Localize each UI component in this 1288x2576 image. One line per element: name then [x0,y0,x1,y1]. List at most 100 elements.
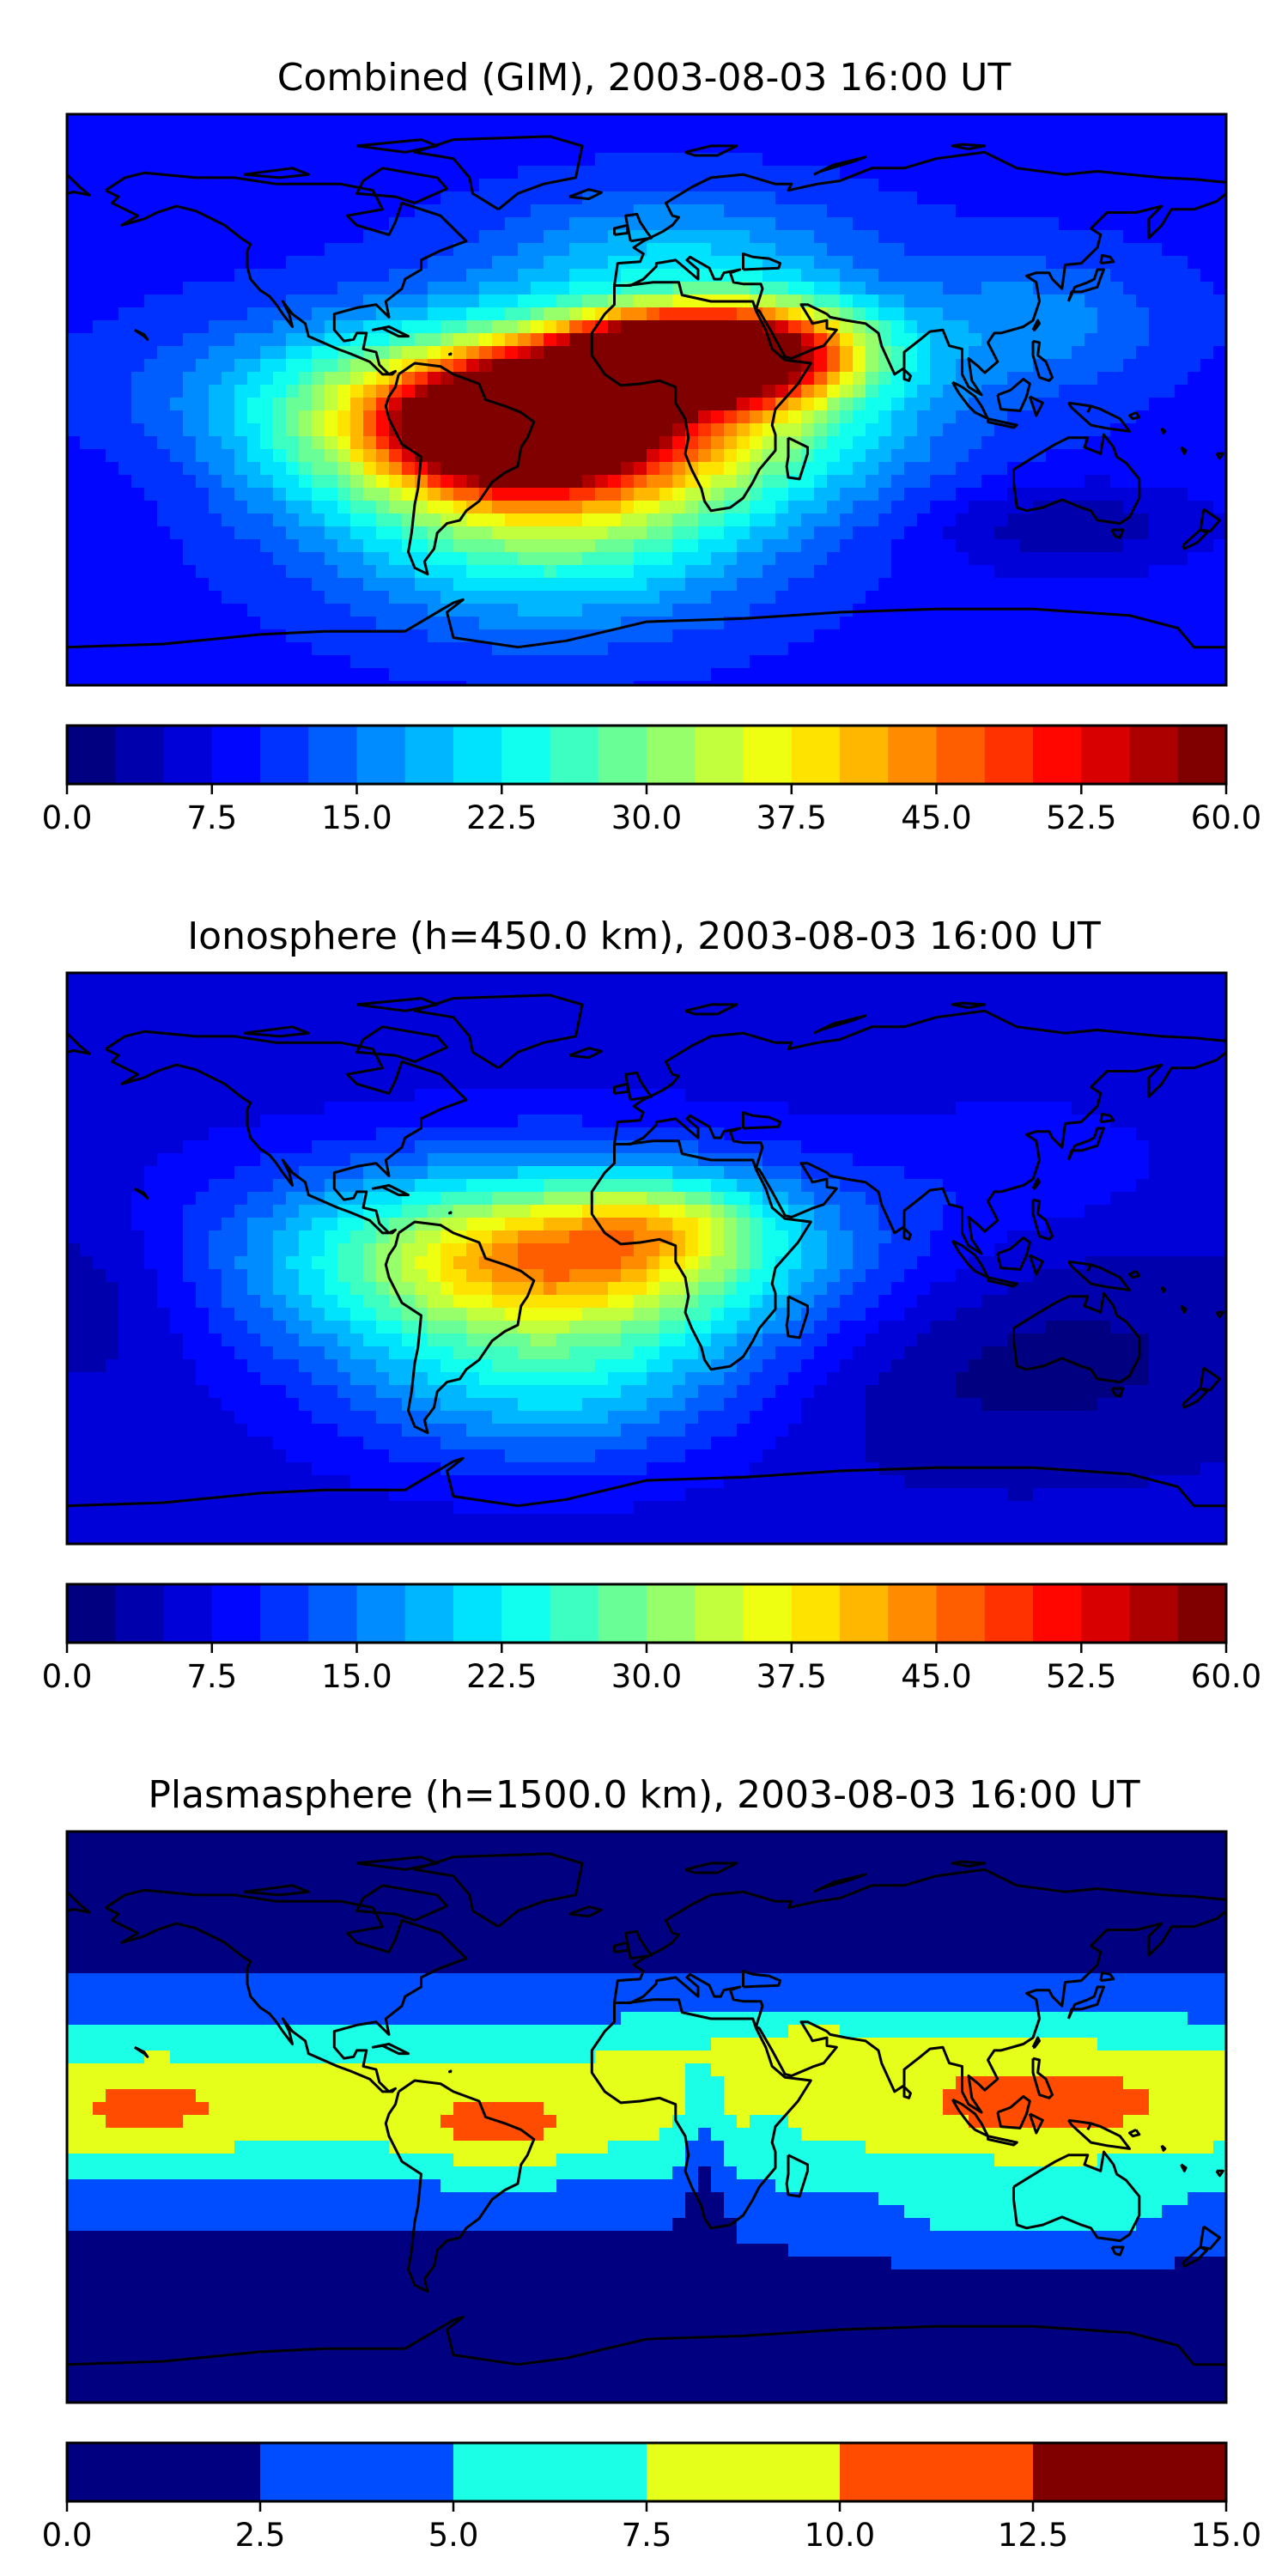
heatmap-cell [595,1012,609,1025]
heatmap-cell [247,295,261,308]
heatmap-cell [582,462,596,476]
heatmap-cell [440,986,454,999]
heatmap-cell [943,1063,957,1077]
heatmap-cell [891,986,905,999]
heatmap-cell [518,501,532,514]
heatmap-cell [750,591,763,605]
heatmap-cell [337,655,351,669]
heatmap-cell [247,398,261,411]
heatmap-cell [698,320,712,334]
heatmap-cell [106,565,119,579]
heatmap-cell [1110,153,1124,167]
heatmap-cell [1149,320,1163,334]
heatmap-cell [389,475,403,489]
heatmap-cell [621,565,635,579]
heatmap-cell [866,475,879,489]
heatmap-cell [234,436,248,450]
heatmap-cell [659,410,673,424]
heatmap-cell [299,552,313,566]
heatmap-cell [466,1076,480,1090]
heatmap-cell [144,591,158,605]
heatmap-cell [222,986,235,999]
heatmap-cell [157,372,171,386]
heatmap-cell [711,578,725,592]
heatmap-cell [260,462,274,476]
heatmap-cell [801,999,815,1012]
heatmap-cell [531,140,544,154]
heatmap-cell [1136,552,1150,566]
heatmap-cell [157,307,171,321]
heatmap-cell [1059,655,1072,669]
heatmap-cell [827,565,841,579]
heatmap-cell [492,578,506,592]
heatmap-cell [453,114,467,128]
heatmap-cell [1110,243,1124,257]
heatmap-cell [505,217,519,231]
heatmap-cell [325,986,338,999]
heatmap-cell [569,204,583,218]
heatmap-cell [492,307,506,321]
heatmap-cell [209,269,222,283]
heatmap-cell [1046,410,1060,424]
heatmap-cell [891,333,905,347]
heatmap-cell [80,604,94,617]
heatmap-cell [801,1012,815,1025]
heatmap-cell [106,217,119,231]
heatmap-cell [260,436,274,450]
heatmap-cell [492,617,506,630]
heatmap-cell [647,565,660,579]
heatmap-cell [647,999,660,1012]
heatmap-cell [1097,501,1111,514]
heatmap-cell [595,552,609,566]
heatmap-cell [428,513,441,527]
heatmap-cell [337,999,351,1012]
heatmap-cell [544,642,557,656]
heatmap-cell [260,681,274,685]
heatmap-cell [672,986,686,999]
heatmap-cell [724,204,738,218]
heatmap-cell [299,191,313,205]
heatmap-cell [209,127,222,141]
colorbar-band [888,726,937,784]
heatmap-cell [930,179,944,192]
heatmap-cell [840,385,854,398]
heatmap-cell [840,565,854,579]
heatmap-cell [131,973,145,987]
heatmap-cell [299,475,313,489]
heatmap-cell [80,333,94,347]
heatmap-cell [479,140,493,154]
heatmap-cell [157,359,171,373]
heatmap-cell [556,552,570,566]
heatmap-cell [544,1089,557,1103]
heatmap-cell [196,320,210,334]
heatmap-cell [621,1037,635,1051]
heatmap-cell [994,539,1008,553]
heatmap-cell [801,204,815,218]
heatmap-cell [621,604,635,617]
heatmap-cell [1097,333,1111,347]
heatmap-cell [569,449,583,463]
heatmap-cell [595,436,609,450]
heatmap-cell [711,1050,725,1064]
heatmap-cell [350,513,364,527]
heatmap-cell [350,153,364,167]
heatmap-cell [80,269,94,283]
heatmap-cell [118,462,132,476]
heatmap-cell [582,333,596,347]
heatmap-cell [556,204,570,218]
heatmap-cell [247,1089,261,1103]
heatmap-cell [737,410,750,424]
heatmap-cell [969,179,982,192]
heatmap-cell [93,410,106,424]
heatmap-cell [196,140,210,154]
heatmap-cell [621,629,635,643]
heatmap-cell [273,307,287,321]
heatmap-cell [337,578,351,592]
heatmap-cell [376,973,390,987]
heatmap-cell [801,501,815,514]
heatmap-cell [312,114,325,128]
heatmap-cell [582,1063,596,1077]
heatmap-cell [840,243,854,257]
heatmap-cell [1046,230,1060,244]
heatmap-cell [582,475,596,489]
